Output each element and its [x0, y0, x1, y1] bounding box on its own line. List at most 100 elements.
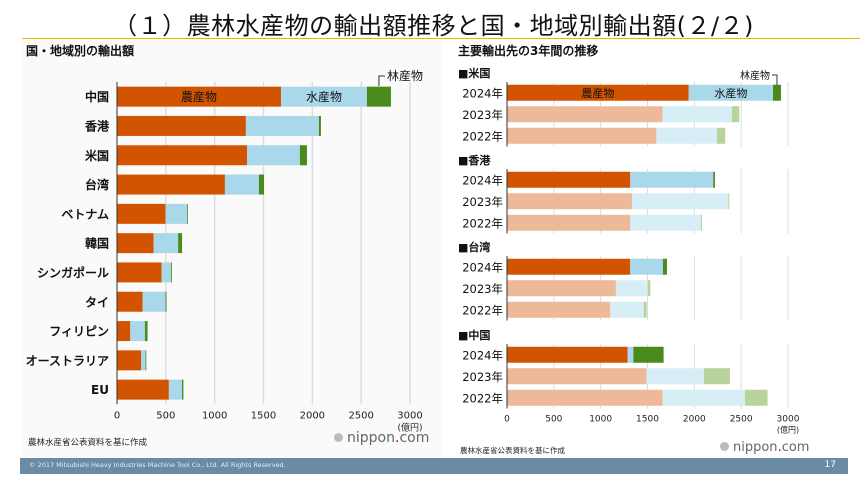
brand-dot-icon [334, 433, 343, 442]
brand-dot: . [777, 440, 782, 455]
left-brand-logo: nippon.com [334, 430, 429, 446]
brand-dot: . [394, 430, 400, 446]
bar-segment-forest [662, 258, 667, 275]
bar-segment-forest [647, 280, 651, 297]
right-chart-panel: 主要輸出先の3年間の推移 ■米国 2024年 2023年 2022年 農産物 水産物 林産物… [452, 40, 809, 458]
x-tick-label: 0 [114, 410, 120, 421]
x-tick-label: 1500 [251, 410, 276, 421]
x-tick-label: 1000 [589, 415, 612, 425]
annotation-leader-line [378, 75, 385, 86]
bar-segment-agri [117, 350, 142, 371]
bar-segment-agri [507, 301, 611, 318]
bar-segment-forest [643, 301, 647, 318]
slide-title: （１）農林水産物の輸出額推移と国・地域別輸出額(２/２) [113, 12, 754, 40]
annotation-leader-line [771, 74, 778, 85]
bar-segment-forest [700, 214, 702, 231]
bar-segment-agri [507, 171, 631, 188]
bar-segment-fish [142, 291, 166, 312]
bar-segment-fish [615, 280, 648, 297]
page-number: 17 [824, 460, 836, 470]
x-tick-label: 500 [156, 410, 175, 421]
category-label: タイ [85, 295, 109, 309]
bar-segment-agri [507, 389, 663, 406]
bar-segment-forest [178, 233, 183, 254]
bar-segment-fish [631, 193, 729, 210]
x-tick-label: 2500 [348, 410, 373, 421]
bar-segment-agri [117, 291, 143, 312]
annotation-fish: 水産物 [306, 89, 342, 104]
x-tick-label: 2000 [300, 410, 325, 421]
copyright-text: © 2017 Mitsubishi Heavy Industries Machi… [29, 461, 286, 469]
bar-segment-agri [507, 258, 630, 275]
brand-name: nippon [733, 440, 778, 455]
x-tick-label: 2500 [730, 415, 753, 425]
bar-segment-fish [656, 127, 717, 144]
bar-segment-agri [117, 203, 166, 224]
bar-segment-forest [703, 368, 730, 385]
year-label: 2024年 [462, 86, 503, 100]
brand-suffix: com [399, 430, 430, 446]
bar-segment-agri [117, 233, 154, 254]
year-label: 2022年 [462, 129, 503, 143]
bar-segment-forest [165, 291, 167, 312]
category-label: 韓国 [85, 236, 109, 251]
group-title: ■香港 [458, 153, 491, 167]
category-label: ベトナム [61, 207, 109, 221]
bar-segment-forest [744, 389, 768, 406]
x-tick-label: 500 [545, 415, 562, 425]
brand-name: nippon [347, 430, 395, 446]
bar-segment-agri [507, 368, 647, 385]
bar-segment-forest [773, 84, 781, 101]
x-tick-label: 1500 [636, 415, 659, 425]
category-label: シンガポール [37, 265, 109, 280]
bar-segment-agri [117, 321, 131, 342]
x-tick-label: 3000 [397, 410, 422, 421]
annotation-forest: 林産物 [387, 68, 423, 83]
year-label: 2023年 [462, 282, 503, 296]
bar-segment-agri [507, 84, 689, 101]
category-label: フィリピン [49, 325, 109, 339]
right-source-note: 農林水産省公表資料を基に作成 [460, 446, 565, 455]
bar-segment-fish [630, 171, 714, 188]
bar-segment-fish [165, 203, 188, 224]
year-label: 2024年 [462, 260, 503, 274]
bar-segment-fish [627, 346, 634, 363]
bar-segment-fish [245, 115, 319, 136]
bar-segment-fish [280, 86, 367, 107]
year-label: 2024年 [462, 173, 503, 187]
bar-segment-agri [507, 193, 632, 210]
bar-segment-fish [662, 106, 732, 123]
category-label: EU [91, 383, 109, 397]
brand-suffix: com [781, 440, 810, 455]
bar-segment-forest [716, 127, 726, 144]
bar-segment-agri [117, 115, 246, 136]
year-label: 2023年 [462, 195, 503, 209]
bar-segment-forest [366, 86, 391, 107]
annotation-fish: 水産物 [714, 86, 747, 100]
bar-segment-agri [507, 346, 628, 363]
bar-segment-agri [507, 106, 663, 123]
x-tick-label: 2000 [683, 415, 706, 425]
x-axis-unit: (億円) [397, 421, 422, 433]
bar-segment-agri [117, 262, 162, 283]
category-label: 米国 [85, 148, 109, 163]
bar-segment-forest [171, 262, 173, 283]
bar-segment-forest [182, 379, 184, 400]
bar-segment-agri [507, 214, 631, 231]
right-brand-logo: nippon.com [720, 440, 809, 455]
left-chart-panel: 国・地域別の輸出額 0 500 1000 1500 2000 2500 3000 (億円) 中国… [22, 40, 442, 458]
x-tick-label: 1000 [202, 410, 227, 421]
category-label: 香港 [84, 118, 110, 133]
x-axis-unit: (億円) [777, 425, 799, 435]
category-label: 台湾 [85, 177, 109, 192]
bar-segment-fish [130, 321, 145, 342]
title-divider [22, 38, 860, 39]
x-tick-label: 0 [504, 415, 510, 425]
bar-segment-fish [646, 368, 704, 385]
country-export-chart: 0 500 1000 1500 2000 2500 3000(億円) 中国香港米国台湾ベトナム… [26, 68, 423, 433]
bar-segment-fish [161, 262, 172, 283]
group-title: ■中国 [458, 328, 490, 342]
x-tick-label: 3000 [777, 415, 800, 425]
trend-chart: ■米国 2024年 2023年 2022年 農産物 水産物 林産物 ■香港 2024年 2023年… [458, 66, 800, 435]
bar-segment-fish [246, 145, 300, 166]
